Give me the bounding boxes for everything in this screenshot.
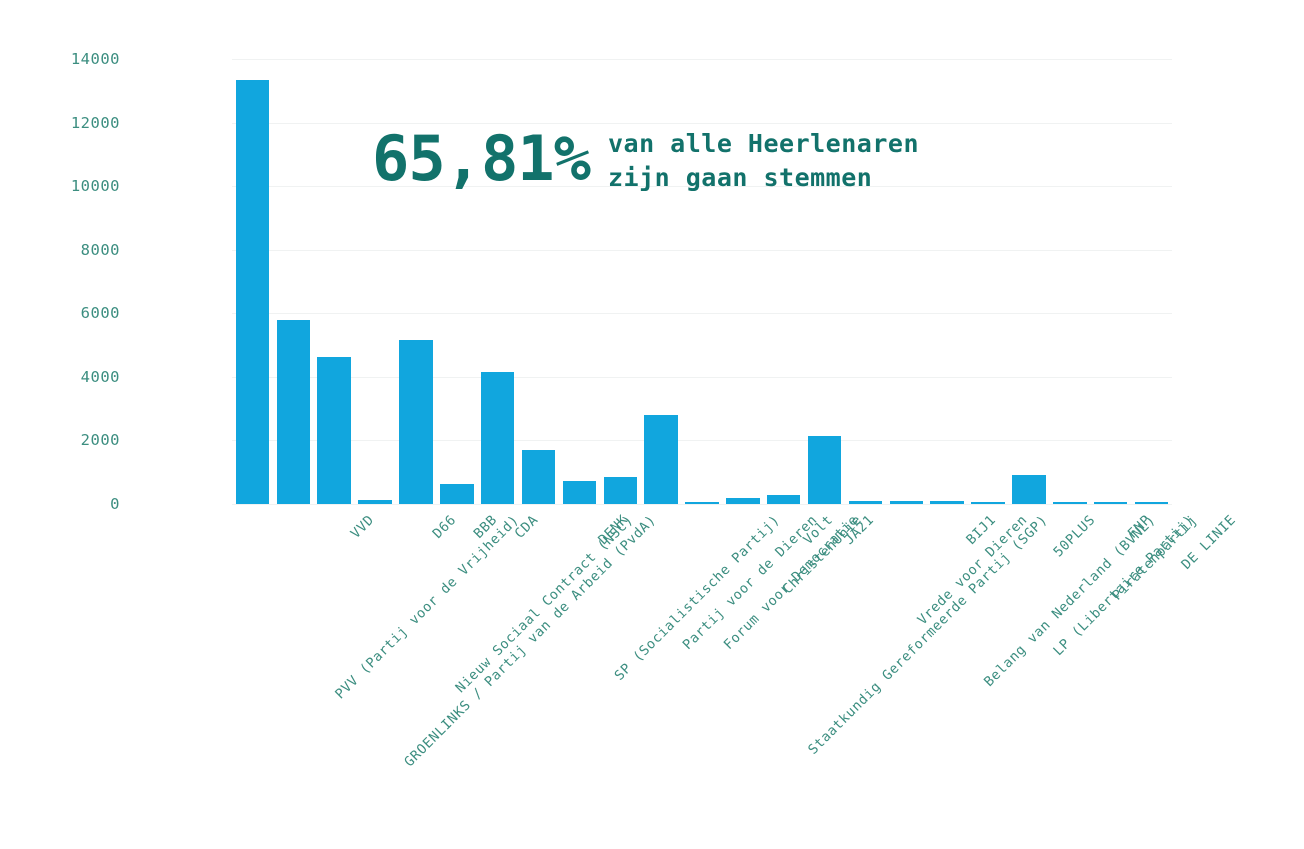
bar[interactable] (562, 481, 597, 504)
x-axis-tick-label: JA21 (840, 512, 877, 549)
x-axis-tick-label: SP (Socialistische Partij) (610, 512, 783, 684)
bar[interactable] (1053, 502, 1087, 504)
bar[interactable] (1012, 475, 1046, 504)
bar[interactable] (848, 500, 883, 504)
gridline (232, 313, 1172, 315)
x-axis-tick-label: D66 (429, 512, 460, 542)
y-axis-tick-label: 6000 (80, 304, 120, 323)
y-axis-tick-label: 2000 (80, 431, 120, 450)
x-axis-tick-label: Volt (799, 512, 836, 549)
y-axis-tick-label: 12000 (70, 113, 120, 132)
y-axis-tick-label: 14000 (70, 50, 120, 68)
x-axis-tick-label: ChristenUnie (779, 512, 865, 598)
bar[interactable] (1093, 502, 1128, 504)
turnout-percentage: 65,81% (372, 121, 591, 195)
bar[interactable] (766, 494, 801, 504)
y-axis-tick-label: 10000 (70, 177, 120, 196)
turnout-annotation: 65,81% van alle Heerlenaren zijn gaan st… (372, 126, 919, 191)
x-axis-tick-label: LP (Libertaire Partij) (1050, 512, 1198, 660)
bar[interactable] (726, 497, 760, 504)
bar[interactable] (399, 340, 433, 504)
bar[interactable] (317, 357, 351, 504)
gridline (232, 440, 1172, 442)
turnout-annotation-line-2: zijn gaan stemmen (607, 162, 873, 192)
bar[interactable] (521, 449, 556, 504)
x-axis-tick-label: Vrede voor Dieren (914, 512, 1032, 629)
gridline (232, 122, 1172, 124)
y-axis-tick-label: 0 (110, 495, 120, 513)
x-axis-tick-label: 50PLUS (1050, 512, 1099, 561)
bar[interactable] (685, 502, 719, 504)
gridline (232, 376, 1172, 378)
x-axis-tick-label: Staatkundig Gereformeerde Partij (SGP) (805, 512, 1051, 758)
turnout-annotation-line-1: van alle Heerlenaren (607, 129, 919, 158)
x-axis-tick-label: Partij voor de Dieren (679, 512, 821, 653)
bar[interactable] (971, 502, 1005, 504)
bar[interactable] (276, 319, 311, 504)
bar[interactable] (644, 415, 678, 504)
x-axis-tick-label: BBB (470, 512, 501, 542)
bar[interactable] (889, 501, 924, 504)
x-axis-tick-label: PVV (Partij voor de Vrijheid) (332, 512, 523, 703)
y-axis-tick-label: 8000 (80, 240, 120, 259)
bar[interactable] (358, 499, 392, 504)
plot-area (232, 59, 1172, 505)
x-axis-tick-label: DE LINIE (1178, 512, 1239, 573)
bar[interactable] (1134, 502, 1169, 504)
bar[interactable] (480, 372, 515, 504)
x-axis-tick-label: VVD (347, 512, 378, 542)
x-axis-tick-label: Piratenpartij (1109, 512, 1201, 604)
gridline (232, 249, 1172, 251)
bar[interactable] (603, 477, 637, 504)
turnout-annotation-lines: van alle Heerlenaren zijn gaan stemmen (608, 126, 919, 191)
x-axis-tick-label: BIJ1 (963, 512, 1000, 549)
x-axis-tick-label: FNP (1124, 512, 1155, 542)
x-axis-tick-label: Belang van Nederland (BVNL) (981, 512, 1160, 690)
x-axis-tick-label: Forum voor Democratie (720, 512, 862, 653)
x-axis-tick-label: Nieuw Sociaal Contract (NSC) (452, 512, 637, 697)
gridline (232, 59, 1172, 60)
bar[interactable] (440, 484, 474, 504)
x-axis-tick-label: GROENLINKS / Partij van de Arbeid (PvdA) (401, 512, 660, 771)
y-axis-tick-label: 4000 (80, 367, 120, 386)
bar[interactable] (930, 501, 964, 504)
x-axis-tick-label: CDA (511, 512, 542, 542)
gridline (232, 186, 1172, 188)
bar[interactable] (235, 79, 270, 504)
gridline (232, 504, 1172, 505)
bar[interactable] (807, 435, 842, 504)
x-axis-tick-label: DENK (595, 512, 632, 549)
